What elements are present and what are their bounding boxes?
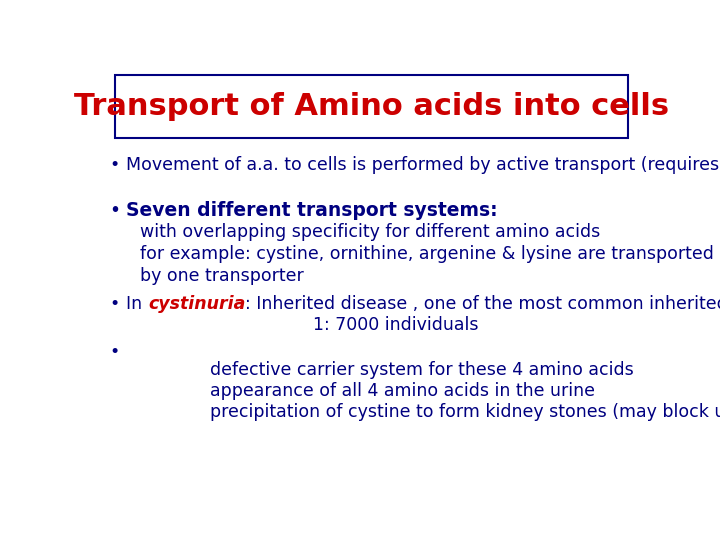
Text: •: • [109, 295, 120, 313]
Text: defective carrier system for these 4 amino acids: defective carrier system for these 4 ami… [210, 361, 634, 380]
Text: Seven different transport systems:: Seven different transport systems: [126, 201, 498, 220]
Text: appearance of all 4 amino acids in the urine: appearance of all 4 amino acids in the u… [210, 382, 595, 400]
Text: Transport of Amino acids into cells: Transport of Amino acids into cells [74, 92, 670, 121]
Text: •: • [109, 343, 120, 361]
Text: In: In [126, 295, 148, 313]
Text: : Inherited disease , one of the most common inherited dis.: : Inherited disease , one of the most co… [246, 295, 720, 313]
Text: by one transporter: by one transporter [140, 267, 304, 285]
Text: with overlapping specificity for different amino acids: with overlapping specificity for differe… [140, 224, 600, 241]
Text: •: • [109, 201, 121, 220]
FancyBboxPatch shape [115, 75, 629, 138]
Text: 1: 7000 individuals: 1: 7000 individuals [313, 316, 479, 334]
Text: for example: cystine, ornithine, argenine & lysine are transported in  kidney tu: for example: cystine, ornithine, argenin… [140, 245, 720, 263]
Text: precipitation of cystine to form kidney stones (may block urinary tract): precipitation of cystine to form kidney … [210, 403, 720, 421]
Text: •: • [109, 156, 120, 173]
Text: Movement of a.a. to cells is performed by active transport (requires ATP): Movement of a.a. to cells is performed b… [126, 156, 720, 173]
Text: cystinuria: cystinuria [148, 295, 246, 313]
